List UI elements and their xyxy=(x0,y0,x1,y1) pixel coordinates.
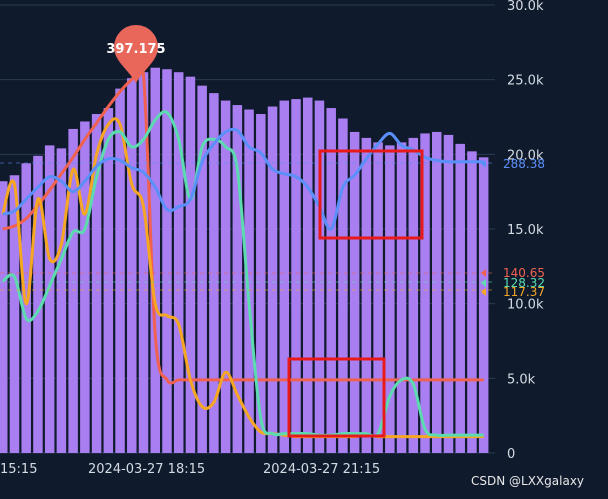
line-series-group xyxy=(0,55,495,439)
y-tick-label: 25.0k xyxy=(507,74,544,89)
y-tick-label: 0 xyxy=(507,447,515,462)
bar xyxy=(349,131,360,453)
bar xyxy=(338,118,348,453)
bar xyxy=(56,148,67,454)
line-series-2 xyxy=(1,110,484,438)
value-marker xyxy=(481,160,486,168)
y-tick-label: 5.0k xyxy=(507,372,536,387)
x-axis-labels: 15:15 2024-03-27 18:15 2024-03-27 21:15 xyxy=(0,462,380,477)
bar xyxy=(385,145,395,453)
y-axis-labels: 0 5.0k 10.0k 15.0k 20.0k 25.0k 30.0k xyxy=(507,0,544,462)
bar xyxy=(115,88,125,454)
y-tick-label: 20.0k xyxy=(507,148,544,163)
highlight-box xyxy=(318,149,424,240)
bar xyxy=(478,157,489,453)
bar xyxy=(162,69,172,454)
bar xyxy=(80,121,90,453)
bar xyxy=(9,175,20,454)
bar xyxy=(267,106,278,454)
bar xyxy=(291,99,301,453)
value-marker xyxy=(481,288,486,296)
bar xyxy=(33,155,43,453)
bar xyxy=(443,134,454,454)
right-value-label: 140.65 xyxy=(503,266,545,280)
bar-series xyxy=(0,67,489,454)
bar xyxy=(68,128,78,454)
bar xyxy=(373,142,383,454)
bar xyxy=(326,108,336,453)
line-series-1 xyxy=(1,117,484,439)
bar xyxy=(244,109,254,454)
bar xyxy=(420,133,430,453)
highlight-box xyxy=(287,357,386,438)
bar xyxy=(44,145,55,453)
bar xyxy=(150,67,160,453)
x-tick-label: 15:15 xyxy=(0,462,37,477)
highlight-boxes xyxy=(287,149,424,438)
bar xyxy=(232,105,243,453)
line-series-3 xyxy=(2,127,484,231)
bar xyxy=(408,137,419,453)
y-tick-label: 30.0k xyxy=(507,0,544,14)
value-marker xyxy=(481,279,486,287)
watermark: CSDN @LXXgalaxy xyxy=(471,474,584,488)
pin-label: 397.175 xyxy=(106,42,165,57)
value-marker xyxy=(481,269,486,277)
bar xyxy=(173,72,184,453)
bar xyxy=(197,85,207,453)
right-value-label: 117.37 xyxy=(503,285,545,299)
x-tick-label: 2024-03-27 21:15 xyxy=(263,462,380,477)
bar xyxy=(432,131,442,453)
bar xyxy=(314,100,325,453)
bar xyxy=(361,137,372,453)
bar xyxy=(185,76,196,454)
max-annotation-pin: 397.175 xyxy=(106,25,166,83)
right-value-label: 288.38 xyxy=(503,157,545,171)
bar xyxy=(256,114,266,453)
bar xyxy=(220,100,231,453)
pin-marker xyxy=(114,25,158,83)
right-value-label: 128.32 xyxy=(503,276,545,290)
bar xyxy=(455,143,465,453)
y-tick-label: 15.0k xyxy=(507,223,544,238)
x-tick-label: 2024-03-27 18:15 xyxy=(88,462,205,477)
y-tick-label: 10.0k xyxy=(507,298,544,313)
bar xyxy=(21,163,31,453)
bar xyxy=(103,108,114,453)
bar xyxy=(396,142,407,454)
bar xyxy=(302,97,313,453)
bar xyxy=(0,181,8,454)
bar xyxy=(279,100,290,453)
bar xyxy=(127,78,137,453)
bar xyxy=(91,114,102,453)
bar xyxy=(467,151,477,453)
bar xyxy=(138,72,149,453)
bar xyxy=(209,93,219,454)
